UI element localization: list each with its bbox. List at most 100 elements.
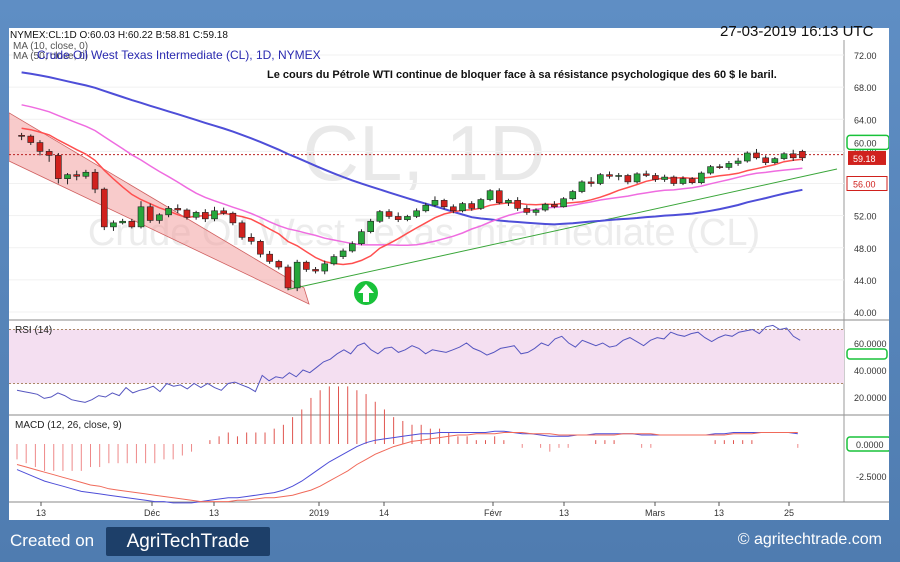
x-tick-label: 13 (714, 508, 724, 518)
quote-readout: NYMEX:CL:1D O:60.03 H:60.22 B:58.81 C:59… (10, 30, 228, 40)
candle-body (394, 216, 402, 220)
candle-body (156, 214, 163, 221)
candle-body (266, 253, 273, 262)
created-on-label: Created on (10, 531, 95, 550)
support-level-box (846, 176, 888, 191)
candle-body (551, 204, 558, 208)
candle-body (716, 166, 724, 168)
x-tick-label: 13 (209, 508, 219, 518)
candle-body (367, 220, 374, 232)
candle-body (688, 178, 696, 183)
candle-body (110, 222, 117, 228)
candle-body (661, 176, 668, 180)
candle-body (707, 166, 714, 174)
rsi-band (9, 329, 844, 384)
price-tick-label: 72.00 (854, 51, 877, 61)
candle-body (514, 200, 521, 209)
ma10-label: MA (10, close, 0) (13, 41, 88, 52)
datetime-readout: 27-03-2019 16:13 UTC (720, 23, 874, 40)
candle-body (229, 212, 237, 224)
chart-area: CL, 1D Crude Oil West Texas Intermediate … (9, 40, 889, 520)
candle-body (376, 211, 384, 222)
candle-body (293, 261, 301, 289)
site-link[interactable]: © agritechtrade.com (737, 531, 882, 548)
candle-body (312, 269, 319, 272)
x-tick-label: 14 (379, 508, 389, 518)
instrument-label: Crude Oil West Texas Intermediate (CL), … (37, 48, 321, 62)
candle-body (27, 135, 35, 143)
rsi-level-box (846, 348, 888, 360)
candle-body (771, 158, 779, 163)
rsi-tick-label: 20.0000 (854, 393, 887, 403)
price-tick-label: 64.00 (854, 115, 877, 125)
candle-body (495, 190, 503, 204)
candle-body (192, 212, 200, 218)
candle-body (45, 151, 53, 156)
up-arrow-glyph (358, 284, 374, 302)
candle-body (348, 243, 356, 252)
macd-level-box (846, 436, 889, 452)
candle-body (64, 174, 71, 179)
price-tick-label: 68.00 (854, 83, 877, 93)
candle-body (100, 188, 108, 228)
rsi-tick-label: 40.0000 (854, 366, 887, 376)
candle-body (762, 157, 769, 163)
candle-body (174, 208, 182, 211)
candle-body (82, 171, 90, 177)
candle-body (284, 266, 292, 289)
candle-body (18, 135, 25, 137)
resistance-level-label: 60.00 (854, 138, 877, 148)
x-tick-label: Déc (144, 508, 161, 518)
candle-body (450, 206, 457, 212)
candle-body (146, 206, 154, 221)
candle-body (275, 261, 283, 268)
last-price-badge (848, 150, 886, 165)
candle-body (486, 190, 494, 200)
price-tick-label: 52.00 (854, 212, 877, 222)
candle-body (597, 174, 604, 184)
commentary-text: Le cours du Pétrole WTI continue de bloq… (267, 69, 777, 81)
candle-body (165, 208, 172, 216)
candle-body (753, 152, 760, 159)
candle-body (679, 178, 687, 184)
candle-body (642, 173, 650, 176)
candle-body (422, 204, 430, 212)
candle-body (615, 175, 622, 177)
candle-body (247, 237, 255, 242)
macd-signal-line (16, 432, 798, 503)
candle-body (330, 256, 338, 265)
candle-body (385, 211, 393, 217)
ascending-trendline (287, 168, 838, 291)
x-tick-label: Févr (484, 508, 502, 518)
candle-body (358, 231, 365, 245)
candle-body (128, 220, 136, 228)
candle-body (698, 172, 705, 183)
candle-body (734, 160, 742, 164)
candle-body (532, 209, 540, 213)
candle-body (459, 203, 466, 212)
macd-tick-label: 0.0000 (856, 440, 884, 450)
candle-body (431, 200, 439, 206)
rsi-tick-label: 60.0000 (854, 339, 887, 349)
x-tick-label: 13 (559, 508, 569, 518)
rsi-line (16, 324, 801, 403)
candle-body (440, 200, 448, 208)
chart-header: NYMEX:CL:1D O:60.03 H:60.22 B:58.81 C:59… (9, 23, 889, 40)
x-tick-label: 25 (784, 508, 794, 518)
candle-body (780, 153, 788, 159)
candle-body (413, 210, 420, 217)
candle-body (505, 200, 512, 204)
candle-body (541, 204, 549, 211)
candle-body (73, 174, 81, 177)
candle-body (55, 155, 62, 179)
candle-body (670, 176, 678, 184)
macd-tick-label: -2.5000 (856, 472, 887, 482)
candle-body (202, 212, 209, 220)
x-tick-label: Mars (645, 508, 665, 518)
candle-body (477, 199, 485, 209)
macd-title: MACD (12, 26, close, 9) (15, 420, 122, 431)
candle-body (799, 151, 806, 159)
candle-body (560, 198, 567, 208)
candle-body (606, 174, 613, 177)
